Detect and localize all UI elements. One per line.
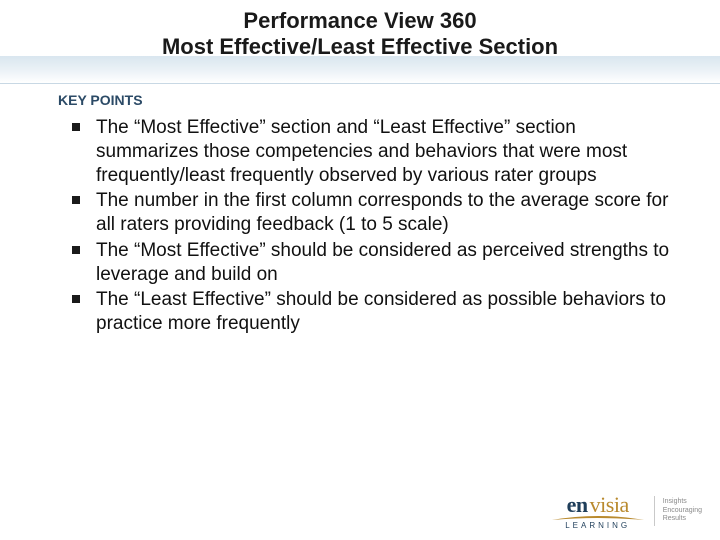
tagline-line: Encouraging [663,507,702,515]
list-item: The “Most Effective” section and “Least … [72,116,672,187]
list-item: The number in the first column correspon… [72,189,672,237]
logo-swoosh-icon [550,514,646,522]
list-item: The “Most Effective” should be considere… [72,239,672,287]
slide-title: Performance View 360 Most Effective/Leas… [0,8,720,61]
tagline-line: Insights [663,498,702,506]
section-heading: KEY POINTS [58,92,143,108]
tagline-line: Results [663,515,702,523]
title-line-2: Most Effective/Least Effective Section [0,34,720,60]
logo-subtext: LEARNING [565,521,630,530]
footer-tagline: Insights Encouraging Results [663,498,702,523]
bullet-list: The “Most Effective” section and “Least … [72,116,672,338]
footer-divider [654,496,655,526]
envisia-logo: envisia LEARNING [550,492,646,530]
title-line-1: Performance View 360 [0,8,720,34]
footer: envisia LEARNING Insights Encouraging Re… [550,492,702,530]
list-item: The “Least Effective” should be consider… [72,288,672,336]
